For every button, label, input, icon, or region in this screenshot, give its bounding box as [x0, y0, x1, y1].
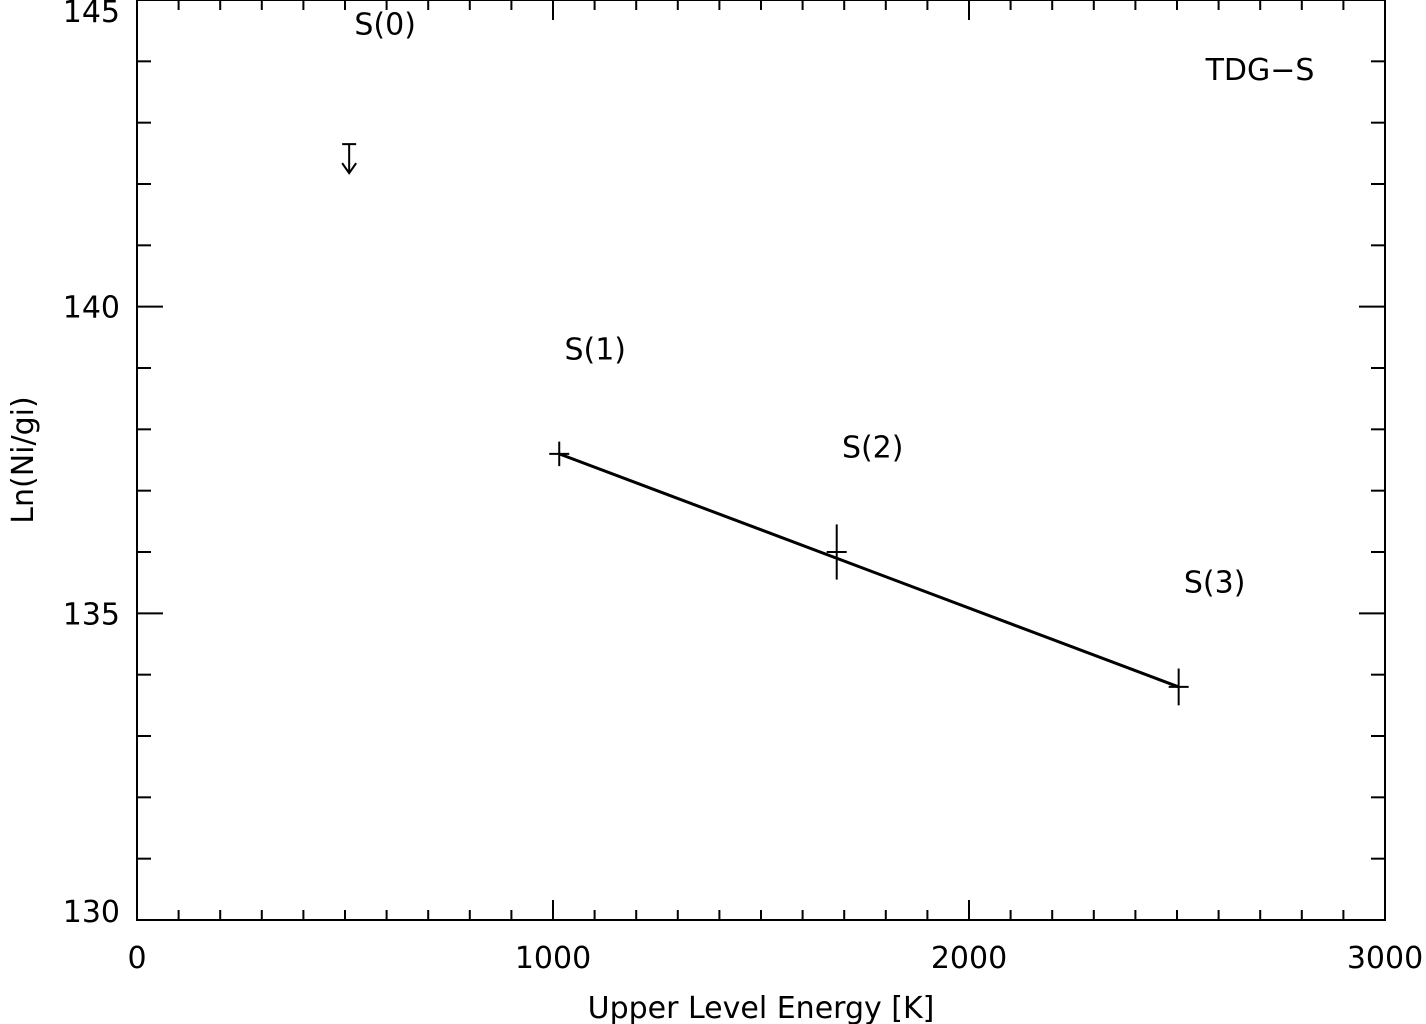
y-tick-label: 145: [63, 0, 120, 30]
point-label: S(0): [354, 8, 416, 43]
fit-line: [558, 452, 1180, 689]
tick-labels: 0 1000 2000 3000 130 135 140 145: [63, 0, 1423, 976]
y-tick-label: 130: [63, 895, 120, 930]
x-tick-label: 0: [127, 941, 146, 976]
x-axis-label: Upper Level Energy [K]: [588, 991, 935, 1024]
x-tick-label: 1000: [515, 941, 591, 976]
point-label: S(3): [1184, 566, 1246, 601]
point-labels: S(0) S(1) S(2) S(3): [354, 8, 1245, 601]
axis-ticks: [136, 0, 1386, 921]
chart-marks: [341, 143, 1189, 706]
panel-annotation: TDG−S: [1205, 53, 1315, 88]
y-tick-label: 140: [63, 291, 120, 326]
upper-limit-arrow-S(0): [341, 162, 357, 175]
y-tick-label: 135: [63, 597, 120, 632]
x-tick-label: 3000: [1347, 941, 1423, 976]
point-label: S(2): [842, 431, 904, 466]
point-label: S(1): [564, 333, 626, 368]
y-axis-label: Ln(Ni/gi): [6, 396, 41, 523]
plot-frame: [136, 0, 1386, 921]
x-tick-label: 2000: [931, 941, 1007, 976]
